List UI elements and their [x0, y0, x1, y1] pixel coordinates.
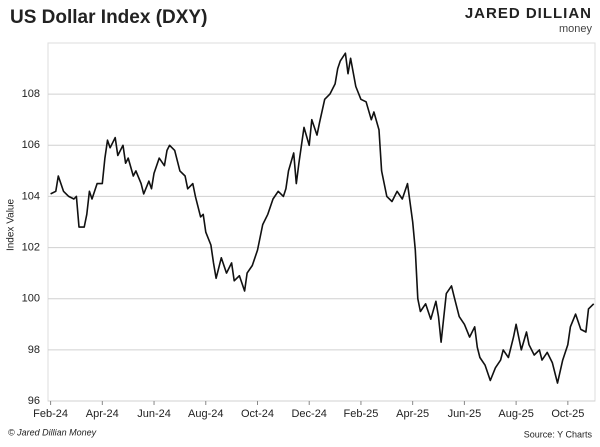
y-tick-label: 96: [28, 395, 40, 407]
plot-frame: [47, 42, 596, 402]
x-tick-label: Feb-24: [33, 408, 68, 420]
y-tick-label: 98: [28, 344, 40, 356]
x-tick-label: Dec-24: [291, 408, 326, 420]
x-tick-label: Feb-25: [344, 408, 379, 420]
x-tick-label: Apr-24: [86, 408, 119, 420]
footer-left: © Jared Dillian Money: [8, 427, 97, 437]
x-tick-label: Aug-24: [188, 408, 223, 420]
footer-right: Source: Y Charts: [524, 429, 593, 439]
chart-title: US Dollar Index (DXY): [10, 7, 207, 28]
x-tick-label: Jun-24: [137, 408, 171, 420]
x-tick-label: Apr-25: [396, 408, 429, 420]
x-tick-label: Oct-25: [551, 408, 584, 420]
x-tick-label: Aug-25: [498, 408, 533, 420]
y-axis-label: Index Value: [6, 199, 17, 252]
brand-sub: money: [559, 23, 593, 35]
data-line: [50, 52, 595, 384]
brand: JARED DILLIAN: [465, 5, 592, 22]
y-tick-label: 106: [22, 139, 40, 151]
y-tick-label: 108: [22, 88, 40, 100]
y-tick-label: 100: [22, 293, 40, 305]
y-tick-label: 104: [22, 190, 40, 202]
y-tick-label: 102: [22, 241, 40, 253]
x-tick-label: Oct-24: [241, 408, 274, 420]
x-tick-label: Jun-25: [448, 408, 482, 420]
